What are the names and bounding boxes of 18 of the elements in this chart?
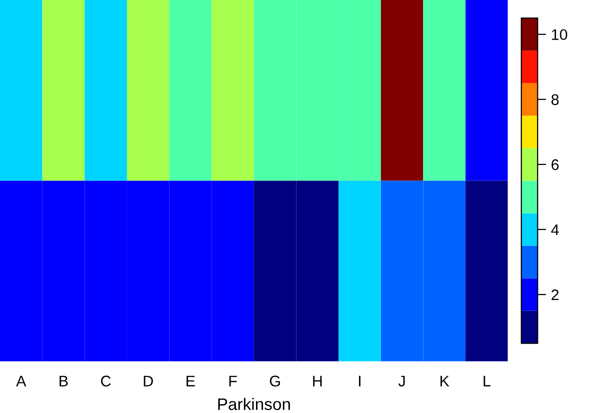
color-bar-label: 8 — [551, 94, 559, 106]
x-tick-label: B — [60, 376, 68, 386]
x-tick-label: J — [398, 376, 405, 386]
x-tick-label: F — [229, 376, 237, 386]
color-bar-label: 4 — [551, 224, 559, 236]
x-tick-label: C — [101, 376, 111, 386]
x-tick-label: G — [270, 376, 280, 386]
x-tick-label: A — [16, 376, 26, 386]
x-tick-label: K — [440, 376, 450, 386]
x-tick-label: H — [313, 376, 322, 386]
color-bar-label: 2 — [552, 289, 559, 300]
x-axis-title: Parkinson — [218, 398, 290, 410]
x-tick-label: D — [144, 376, 153, 386]
color-bar-label: 6 — [552, 159, 559, 170]
x-tick-label: I — [359, 376, 360, 386]
color-bar-label: 10 — [552, 29, 568, 40]
x-tick-label: L — [484, 376, 490, 386]
x-tick-label: E — [186, 376, 195, 386]
